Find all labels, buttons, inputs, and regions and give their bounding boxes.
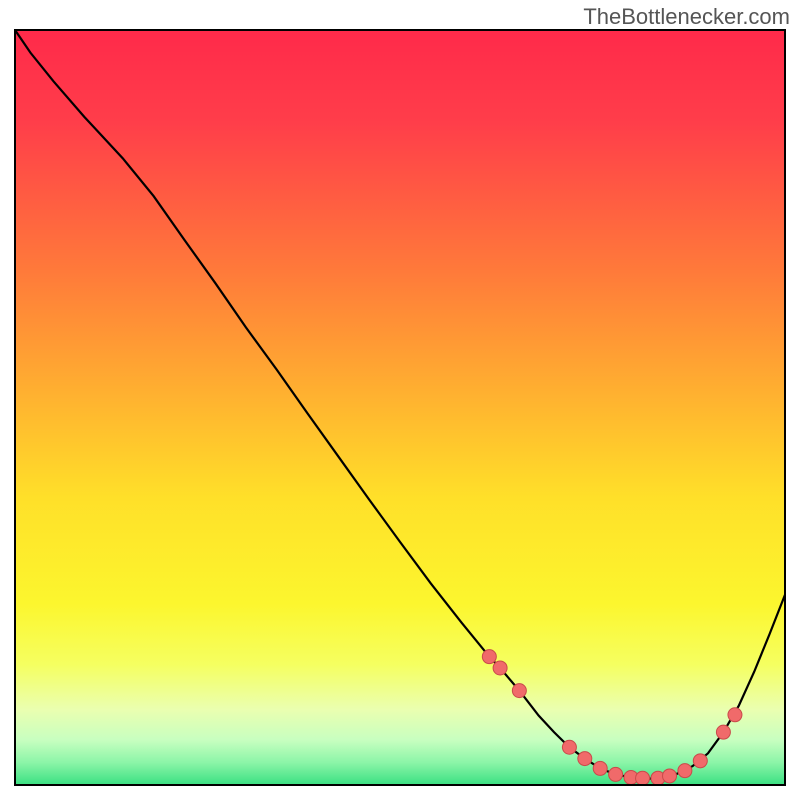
data-marker (512, 684, 526, 698)
chart-svg (0, 0, 800, 800)
data-marker (562, 740, 576, 754)
data-marker (593, 761, 607, 775)
data-marker (482, 650, 496, 664)
data-marker (609, 767, 623, 781)
chart-background (15, 30, 785, 785)
data-marker (693, 754, 707, 768)
data-marker (636, 771, 650, 785)
data-marker (728, 708, 742, 722)
bottleneck-chart: TheBottlenecker.com (0, 0, 800, 800)
data-marker (716, 725, 730, 739)
data-marker (493, 661, 507, 675)
data-marker (678, 764, 692, 778)
watermark-text: TheBottlenecker.com (583, 4, 790, 30)
data-marker (578, 752, 592, 766)
data-marker (663, 769, 677, 783)
